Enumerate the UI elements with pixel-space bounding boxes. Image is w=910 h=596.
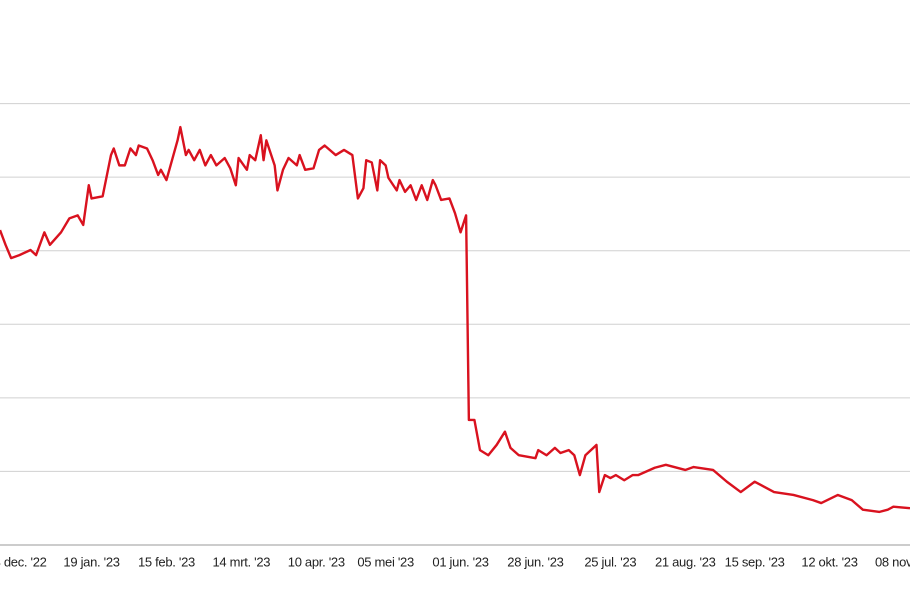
x-tick-label: 10 apr. '23	[288, 554, 345, 569]
x-tick-label: 15 feb. '23	[138, 554, 195, 569]
x-tick-label: 19 jan. '23	[63, 554, 119, 569]
x-tick-label: 08 nov. '23	[875, 554, 910, 569]
x-tick-label: 01 jun. '23	[432, 554, 488, 569]
x-tick-label: 28 jun. '23	[507, 554, 563, 569]
x-tick-label: 15 sep. '23	[725, 554, 785, 569]
x-tick-label: 21 aug. '23	[655, 554, 716, 569]
x-tick-label: 05 mei '23	[357, 554, 414, 569]
x-tick-label: 25 jul. '23	[584, 554, 636, 569]
x-tick-label: 23 dec. '22	[0, 554, 47, 569]
line	[0, 125, 910, 514]
x-tick-label: 12 okt. '23	[801, 554, 857, 569]
x-tick-label: 14 mrt. '23	[213, 554, 271, 569]
